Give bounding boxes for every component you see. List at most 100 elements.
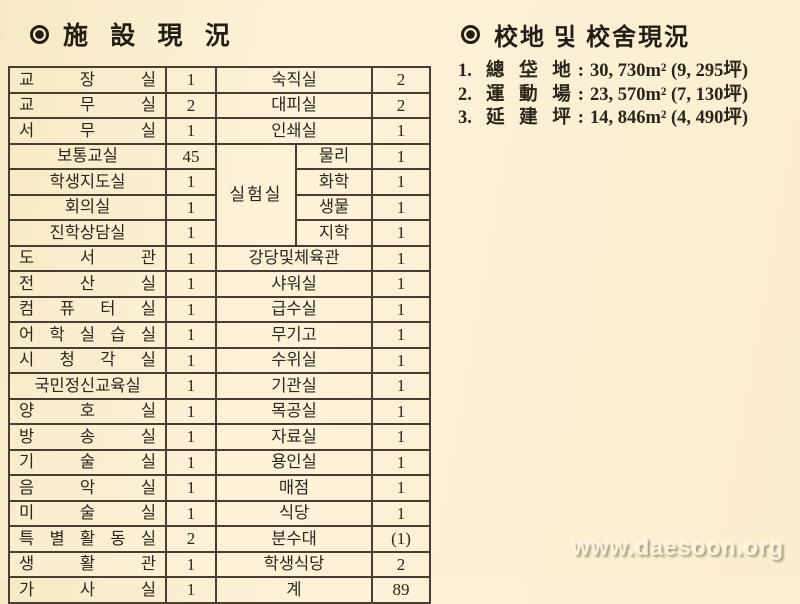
count-left: 2 [165,91,217,119]
count-left: 1 [165,448,217,476]
facility-name-right: 용인실 [214,448,374,476]
facility-name-left: 음 악 실 [8,474,167,502]
count-right: 1 [371,219,432,247]
table-row: 서 무 실 1 인쇄실 1 [8,117,432,145]
facility-name-left: 교 장 실 [8,66,167,94]
watermark: www.daesoon.org [572,534,785,560]
land-item: 1. 總 垈 地 : 30, 730m² (9, 295坪) [458,60,748,84]
count-right: 1 [371,270,432,298]
facility-name-right: 수위실 [214,346,374,374]
count-right: 1 [371,448,432,476]
facility-name-right: 강당및체육관 [214,244,374,272]
facility-name-left: 국민정신교육실 [8,372,167,400]
facility-name-left: 도 서 관 [8,244,167,272]
facility-name-right: 무기고 [214,321,374,349]
count-left: 1 [165,193,217,221]
table-row: 어 학 실 습 실 1 무기고 1 [8,321,432,349]
lab-sub-name: 화학 [294,168,374,196]
facility-name-left: 시 청 각 실 [8,346,167,374]
fisheye-bullet-icon [461,25,480,44]
table-row: 방 송 실 1 자료실 1 [8,423,432,451]
facility-name-left: 방 송 실 [8,423,167,451]
count-right: 1 [371,423,432,451]
count-left: 1 [165,168,217,196]
facility-name-right: 급수실 [214,295,374,323]
facility-name-right: 기관실 [214,372,374,400]
table-row: 교 장 실 1 숙직실 2 [8,66,432,94]
facility-status-table: 교 장 실 1 숙직실 2 교 무 실 2 대피실 2 서 무 실 1 인쇄실 1 보통교실 45 실… [8,66,432,604]
count-left: 1 [165,550,217,578]
facility-name-right: 매점 [214,474,374,502]
count-left: 45 [165,142,217,170]
facility-title-text: 施 設 現 況 [63,23,238,50]
table-row: 생 활 관 1 학생식당 2 [8,550,432,578]
land-item-value: 14, 846m² (4, 490坪) [589,108,749,128]
campus-section-title: 校地 및 校舍現況 [461,17,690,52]
count-right: 1 [371,295,432,323]
table-row: 미 술 실 1 식당 1 [8,499,432,527]
land-item-name: 總 垈 地 [486,61,576,81]
count-left: 1 [165,270,217,298]
facility-name-left: 어 학 실 습 실 [8,321,167,349]
facility-name-right: 샤워실 [214,270,374,298]
land-item: 3. 延 建 坪 : 14, 846m² (4, 490坪) [458,107,748,131]
count-left: 1 [165,66,217,94]
land-item-name: 運 動 場 [486,84,576,105]
facility-name-right: 자료실 [214,423,374,451]
facility-name-right: 분수대 [214,525,374,553]
facility-name-right: 식당 [214,499,374,527]
facility-name-left: 교 무 실 [8,91,167,119]
count-left: 1 [165,499,217,527]
count-left: 1 [165,372,217,400]
table-row: 컴 퓨 터 실 1 급수실 1 [8,295,432,323]
count-right: 1 [371,244,432,272]
land-item-name: 延 建 坪 [486,108,576,128]
land-item-value: 23, 570m² (7, 130坪) [589,84,749,105]
lab-group-cell: 실험실 [215,142,297,247]
table-row: 도 서 관 1 강당및체육관 1 [8,244,432,272]
facility-name-right: 인쇄실 [214,117,374,145]
land-item-colon: : [577,108,584,128]
count-left: 1 [165,244,217,272]
facility-name-left: 가 사 실 [8,576,167,604]
facility-name-right: 대피실 [214,91,374,119]
lab-sub-name: 생물 [294,193,374,221]
table-row: 국민정신교육실 1 기관실 1 [8,372,432,400]
land-item-number: 3. [458,108,472,128]
count-right: 1 [371,499,432,527]
count-left: 1 [165,321,217,349]
fisheye-bullet-icon [30,24,49,44]
table-row: 음 악 실 1 매점 1 [8,474,432,502]
count-right: 1 [371,397,432,425]
count-left: 1 [165,397,217,425]
count-right: 1 [371,474,432,502]
table-row: 기 술 실 1 용인실 1 [8,448,432,476]
facility-name-left: 기 술 실 [8,448,167,476]
facility-name-left: 학생지도실 [8,168,167,196]
count-right: 1 [371,346,432,374]
count-right: 1 [371,117,432,145]
facility-name-left: 양 호 실 [8,397,167,425]
count-right: 2 [371,66,432,94]
count-right: 1 [371,321,432,349]
land-item-number: 1. [458,61,472,81]
facility-name-left: 회의실 [8,193,167,221]
facility-section-title: 施 設 現 況 [30,16,238,52]
count-right: 2 [371,91,432,119]
count-left: 1 [165,219,217,247]
land-item-colon: : [577,61,584,81]
facility-name-left: 컴 퓨 터 실 [8,295,167,323]
count-right: (1) [371,525,432,553]
count-right: 1 [371,142,432,170]
count-left: 1 [165,295,217,323]
campus-title-text: 校地 및 校舍現況 [494,25,691,51]
facility-name-left: 특 별 활 동 실 [8,525,167,553]
count-left: 1 [165,423,217,451]
table-row: 양 호 실 1 목공실 1 [8,397,432,425]
facility-name-left: 미 술 실 [8,499,167,527]
land-area-list: 1. 總 垈 地 : 30, 730m² (9, 295坪) 2. 運 動 場 … [458,60,748,131]
facility-table: 교 장 실 1 숙직실 2 교 무 실 2 대피실 2 서 무 실 1 인쇄실 1 보통교실 45 실… [8,66,432,604]
land-item-value: 30, 730m² (9, 295坪) [589,61,749,81]
total-value: 89 [371,576,432,604]
facility-name-left: 생 활 관 [8,550,167,578]
